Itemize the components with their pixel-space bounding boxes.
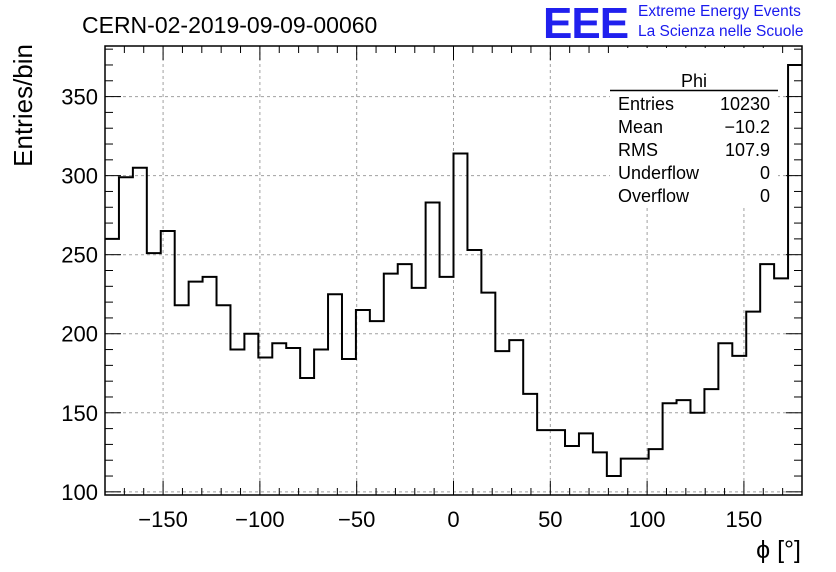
x-tick-label: −150: [138, 507, 188, 532]
y-tick-label: 350: [61, 85, 98, 110]
y-axis-label: Entries/bin: [8, 44, 38, 167]
y-tick-label: 250: [61, 243, 98, 268]
eee-logo-line2: La Scienza nelle Scuole: [638, 23, 804, 40]
x-tick-label: 100: [629, 507, 666, 532]
y-tick-label: 100: [61, 480, 98, 505]
y-tick-label: 200: [61, 322, 98, 347]
stats-row-value: −10.2: [724, 117, 770, 137]
y-tick-label: 150: [61, 401, 98, 426]
x-tick-label: −50: [338, 507, 375, 532]
stats-row-label: Overflow: [618, 186, 690, 206]
chart-title: CERN-02-2019-09-09-00060: [82, 12, 377, 38]
stats-row-value: 107.9: [725, 140, 770, 160]
stats-row-label: Underflow: [618, 163, 700, 183]
tick-labels: −150 −100 −50 0 50 100 150 100 150 200 250 300 350: [61, 85, 762, 532]
stats-row-value: 0: [760, 186, 770, 206]
stats-row-value: 10230: [720, 94, 770, 114]
stats-row-label: Mean: [618, 117, 663, 137]
stats-box: Phi Entries 10230 Mean −10.2 RMS 107.9 Underfl…: [610, 48, 778, 208]
eee-logo-text: Extreme Energy Events La Scienza nelle S…: [638, 2, 803, 42]
axis-ticks: [104, 46, 803, 495]
stats-row-label: Entries: [618, 94, 674, 114]
stats-title: Phi: [681, 71, 707, 91]
x-tick-label: −100: [235, 507, 285, 532]
y-tick-label: 300: [61, 164, 98, 189]
stats-rows: Entries 10230 Mean −10.2 RMS 107.9 Underflow 0 O…: [618, 94, 770, 206]
x-tick-label: 0: [447, 507, 459, 532]
x-tick-label: 150: [726, 507, 763, 532]
eee-logo-mark: EEE: [543, 0, 629, 48]
histogram-series: [105, 63, 802, 478]
x-tick-label: 50: [538, 507, 562, 532]
x-axis-label: ϕ [°]: [756, 536, 801, 564]
stats-row-value: 0: [760, 163, 770, 183]
eee-logo-line1: Extreme Energy Events: [638, 3, 801, 20]
stats-row-label: RMS: [618, 140, 658, 160]
